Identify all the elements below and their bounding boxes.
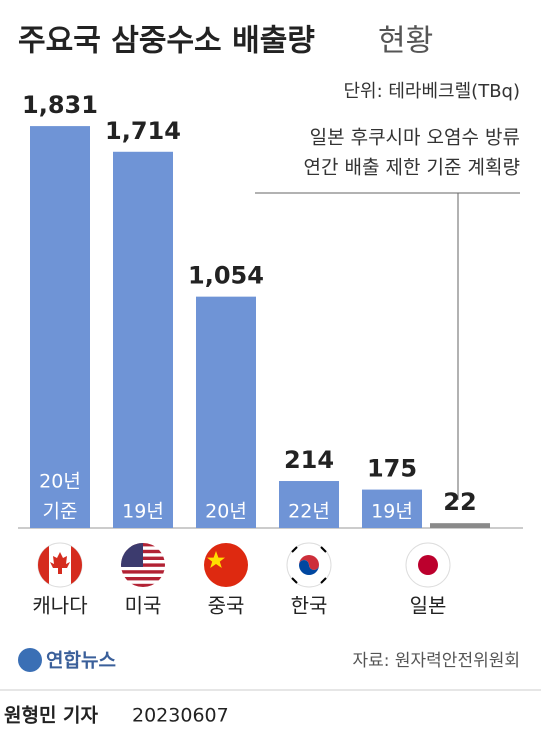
bar xyxy=(430,523,490,528)
logo: 연합뉴스 xyxy=(46,650,116,672)
unit: 단위: 테라베크렐(TBq) xyxy=(343,81,520,102)
x-tick-label: 일본 xyxy=(410,594,447,618)
bar-label: 20년 xyxy=(39,471,81,493)
value-label: 1,831 xyxy=(22,91,98,119)
flag-korea xyxy=(286,542,332,588)
flag-japan xyxy=(405,542,451,588)
bar-label: 기준 xyxy=(43,501,78,523)
bar xyxy=(279,481,339,528)
flag-canada xyxy=(37,542,83,588)
flag-china xyxy=(204,543,248,587)
x-tick-label: 미국 xyxy=(125,594,162,618)
annotation: 연간 배출 제한 기준 계획량 xyxy=(304,157,520,179)
source: 자료: 원자력안전위원회 xyxy=(352,651,520,671)
logo-icon xyxy=(18,648,42,672)
x-tick-label: 한국 xyxy=(291,594,328,618)
title-suffix: 현황 xyxy=(378,24,433,59)
bar-label: 22년 xyxy=(288,501,330,523)
value-label: 22 xyxy=(443,488,476,516)
value-label: 175 xyxy=(367,455,417,483)
bar xyxy=(362,489,422,528)
bar-label: 19년 xyxy=(371,501,413,523)
x-tick-label: 중국 xyxy=(208,594,245,618)
bar xyxy=(30,126,90,529)
date: 20230607 xyxy=(132,705,229,727)
bar-label: 20년 xyxy=(205,501,247,523)
chart-title: 주요국 삼중수소 배출량 xyxy=(18,24,315,59)
value-label: 1,714 xyxy=(105,117,181,145)
bar-label: 19년 xyxy=(122,501,164,523)
byline: 원형민 기자 xyxy=(4,705,99,727)
value-label: 214 xyxy=(284,446,334,474)
flag-usa xyxy=(121,543,165,587)
bar xyxy=(113,151,173,529)
value-label: 1,054 xyxy=(188,262,264,290)
annotation: 일본 후쿠시마 오염수 방류 xyxy=(310,127,520,149)
x-tick-label: 캐나다 xyxy=(32,594,87,618)
bar xyxy=(196,296,256,528)
